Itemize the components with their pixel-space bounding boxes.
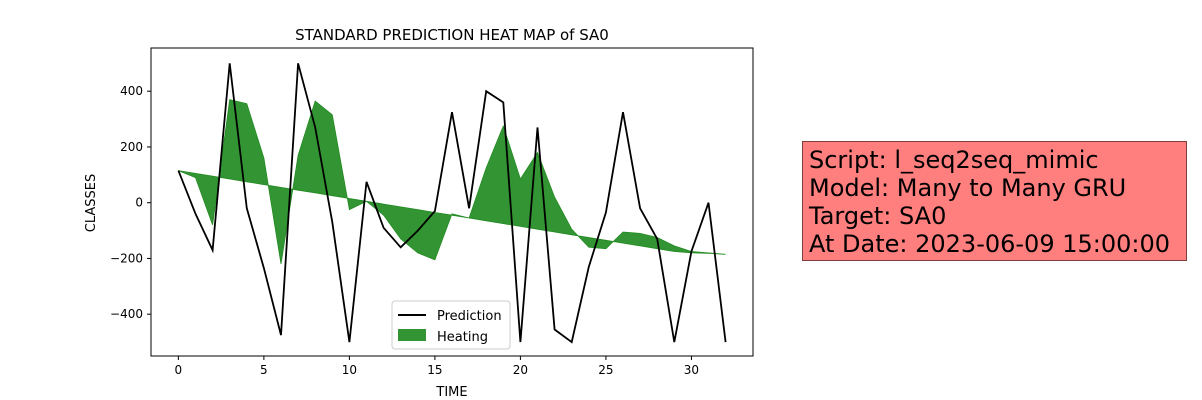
info-model: Model: Many to Many GRU — [809, 174, 1127, 202]
x-tick-label: 10 — [342, 363, 357, 377]
chart-title: STANDARD PREDICTION HEAT MAP of SA0 — [295, 26, 609, 44]
prediction-line — [177, 63, 727, 344]
y-tick-label: −200 — [110, 251, 143, 265]
legend-heating-swatch — [398, 329, 426, 341]
plot-area: 0 5 10 15 20 25 30 −400 −200 0 200 400 — [110, 47, 754, 377]
x-tick-label: 15 — [427, 363, 442, 377]
info-box: Script: l_seq2seq_mimic Model: Many to M… — [802, 141, 1187, 261]
y-axis-label: CLASSES — [84, 174, 99, 232]
x-tick-label: 5 — [260, 363, 268, 377]
y-tick-label: 200 — [120, 140, 143, 154]
x-tick-label: 30 — [684, 363, 699, 377]
legend: Prediction Heating — [391, 300, 511, 350]
info-date: At Date: 2023-06-09 15:00:00 — [809, 230, 1171, 258]
info-target: Target: SA0 — [809, 202, 947, 230]
x-tick-label: 25 — [598, 363, 613, 377]
legend-prediction-label: Prediction — [437, 309, 502, 324]
y-tick-label: 400 — [120, 84, 143, 98]
y-tick-label: −400 — [110, 307, 143, 321]
x-axis-label: TIME — [435, 385, 467, 400]
x-tick-label: 20 — [513, 363, 528, 377]
axes-frame — [150, 47, 754, 357]
info-script: Script: l_seq2seq_mimic — [809, 146, 1099, 174]
x-tick-label: 0 — [175, 363, 183, 377]
heating-area — [178, 99, 726, 265]
y-tick-label: 0 — [135, 196, 143, 210]
legend-heating-label: Heating — [437, 330, 488, 345]
